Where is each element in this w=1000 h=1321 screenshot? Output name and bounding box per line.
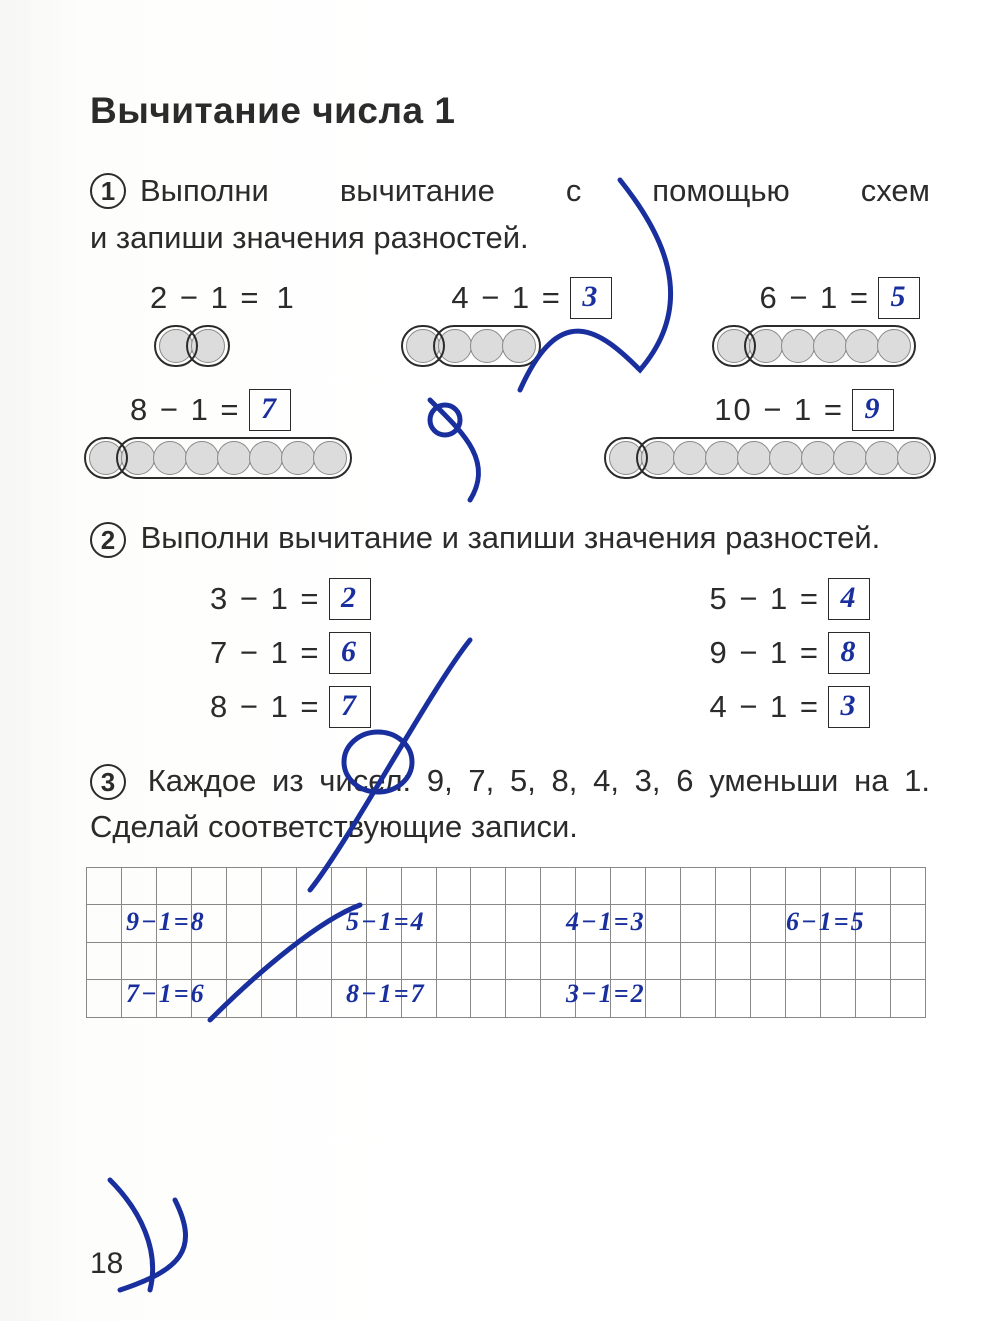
grid-r1-d: 6−1=5 bbox=[786, 907, 866, 937]
t1-e2: 4 − 1 = 3 bbox=[451, 277, 612, 319]
t2-c2-e2-lhs: 9 − 1 = bbox=[709, 635, 820, 671]
t1-e4: 8 − 1 = 7 bbox=[130, 389, 291, 431]
grid-r1-c: 4−1=3 bbox=[566, 907, 646, 937]
answer-grid: 9−1=8 5−1=4 4−1=3 6−1=5 7−1=6 8−1=7 3−1=… bbox=[86, 867, 926, 1017]
t2-text: Выполни вычитание и запиши значения разн… bbox=[141, 520, 881, 555]
t2-c1-e2-ans: 6 bbox=[329, 632, 371, 674]
t1-word-2: с bbox=[566, 168, 582, 215]
t1-dg-5 bbox=[610, 441, 930, 475]
task-number-2: 2 bbox=[90, 522, 126, 558]
t1-dg-4 bbox=[90, 441, 346, 475]
t1-dg-1 bbox=[160, 329, 224, 363]
t1-eq-row-1: 2 − 1 = 1 4 − 1 = 3 6 − 1 = 5 bbox=[90, 277, 930, 319]
grid-r2-c: 3−1=2 bbox=[566, 979, 646, 1009]
t2-c2-e1: 5 − 1 = 4 bbox=[709, 578, 870, 620]
t1-dg-2 bbox=[407, 329, 535, 363]
t1-eq-row-2: 8 − 1 = 7 10 − 1 = 9 bbox=[90, 389, 930, 431]
t2-c1-e2: 7 − 1 = 6 bbox=[210, 632, 371, 674]
t2-c2-e1-lhs: 5 − 1 = bbox=[709, 581, 820, 617]
task-2-prompt: 2 Выполни вычитание и запиши значения ра… bbox=[90, 515, 930, 562]
t1-e3-lhs: 6 − 1 = bbox=[759, 280, 870, 316]
t1-e5-ans: 9 bbox=[852, 389, 894, 431]
grid-r2-a: 7−1=6 bbox=[126, 979, 206, 1009]
t2-c2-e2: 9 − 1 = 8 bbox=[709, 632, 870, 674]
t2-c1-e1-ans: 2 bbox=[329, 578, 371, 620]
t1-e4-ans: 7 bbox=[249, 389, 291, 431]
t1-e1: 2 − 1 = 1 bbox=[150, 277, 304, 319]
t2-equations: 3 − 1 = 2 7 − 1 = 6 8 − 1 = 7 5 − 1 = 4 … bbox=[90, 578, 930, 728]
t1-diagrams-row2 bbox=[90, 441, 930, 475]
t1-word-4: схем bbox=[861, 168, 930, 215]
t2-c2-e3-lhs: 4 − 1 = bbox=[709, 689, 820, 725]
task-3-prompt: 3 Каждое из чисел: 9, 7, 5, 8, 4, 3, 6 у… bbox=[90, 758, 930, 851]
t2-c1-e1-lhs: 3 − 1 = bbox=[210, 581, 321, 617]
t1-word-0: Выполни bbox=[140, 168, 269, 215]
t2-col2: 5 − 1 = 4 9 − 1 = 8 4 − 1 = 3 bbox=[709, 578, 870, 728]
t2-c1-e1: 3 − 1 = 2 bbox=[210, 578, 371, 620]
task-1-prompt: 1 Выполни вычитание с помощью схем и зап… bbox=[90, 168, 930, 261]
t2-c1-e3: 8 − 1 = 7 bbox=[210, 686, 371, 728]
page-title: Вычитание числа 1 bbox=[90, 90, 930, 132]
grid-r1-b: 5−1=4 bbox=[346, 907, 426, 937]
t2-col1: 3 − 1 = 2 7 − 1 = 6 8 − 1 = 7 bbox=[210, 578, 371, 728]
t2-c2-e3-ans: 3 bbox=[828, 686, 870, 728]
t1-dg-3 bbox=[718, 329, 910, 363]
t2-c2-e2-ans: 8 bbox=[828, 632, 870, 674]
task-number-1: 1 bbox=[90, 173, 126, 209]
task-number-3: 3 bbox=[90, 764, 126, 800]
t1-e5: 10 − 1 = 9 bbox=[714, 389, 894, 431]
t1-word-1: вычитание bbox=[340, 168, 495, 215]
t1-e2-ans: 3 bbox=[570, 277, 612, 319]
t2-c1-e3-ans: 7 bbox=[329, 686, 371, 728]
t1-line2: и запиши значения разностей. bbox=[90, 215, 930, 262]
t1-e4-lhs: 8 − 1 = bbox=[130, 392, 241, 428]
t1-e2-lhs: 4 − 1 = bbox=[451, 280, 562, 316]
t2-c1-e2-lhs: 7 − 1 = bbox=[210, 635, 321, 671]
t2-c2-e1-ans: 4 bbox=[828, 578, 870, 620]
t1-diagrams-row1 bbox=[90, 329, 930, 363]
t1-e1-lhs: 2 − 1 = bbox=[150, 280, 261, 316]
grid-r1-a: 9−1=8 bbox=[126, 907, 206, 937]
t1-e1-ans: 1 bbox=[269, 280, 304, 316]
page-number: 18 bbox=[90, 1247, 123, 1281]
t1-e3-ans: 5 bbox=[878, 277, 920, 319]
t1-word-3: помощью bbox=[652, 168, 790, 215]
t1-e3: 6 − 1 = 5 bbox=[759, 277, 920, 319]
t2-c1-e3-lhs: 8 − 1 = bbox=[210, 689, 321, 725]
t2-c2-e3: 4 − 1 = 3 bbox=[709, 686, 870, 728]
grid-table bbox=[86, 867, 926, 1018]
grid-r2-b: 8−1=7 bbox=[346, 979, 426, 1009]
t3-text: Каждое из чисел: 9, 7, 5, 8, 4, 3, 6 уме… bbox=[90, 763, 930, 845]
page: Вычитание числа 1 1 Выполни вычитание с … bbox=[0, 0, 1000, 1321]
t1-e5-lhs: 10 − 1 = bbox=[714, 392, 844, 428]
